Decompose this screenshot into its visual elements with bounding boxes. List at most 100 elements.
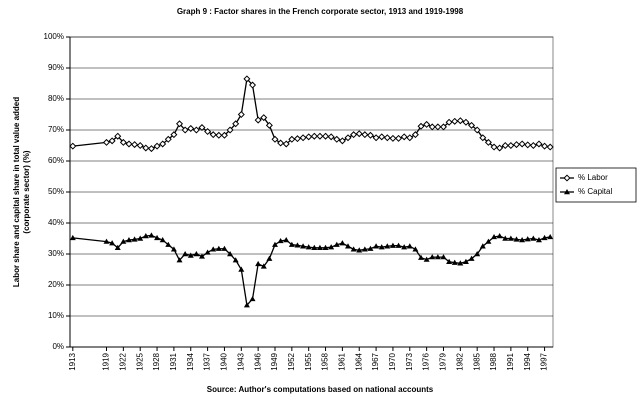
triangle-marker	[215, 245, 222, 251]
triangle-marker	[401, 244, 408, 250]
triangle-marker	[260, 263, 267, 269]
legend-label: % Labor	[578, 173, 608, 182]
triangle-marker	[519, 237, 526, 243]
triangle-marker	[210, 246, 217, 252]
triangle-marker	[530, 235, 537, 241]
diamond-marker	[378, 133, 386, 141]
diamond-marker	[383, 134, 391, 142]
triangle-marker	[462, 258, 469, 264]
diamond-marker	[406, 134, 414, 142]
y-tick-label: 70%	[48, 125, 64, 134]
diamond-marker	[322, 132, 330, 140]
diamond-marker	[462, 118, 470, 126]
triangle-marker	[300, 243, 307, 249]
triangle-marker	[418, 254, 425, 260]
diamond-marker	[136, 141, 144, 150]
triangle-marker	[148, 232, 155, 238]
x-tick-label: 1934	[186, 352, 195, 370]
triangle-marker	[69, 234, 76, 241]
triangle-marker	[468, 255, 475, 261]
diamond-marker	[451, 117, 459, 125]
triangle-marker	[249, 295, 256, 302]
triangle-marker	[373, 243, 380, 249]
triangle-marker	[283, 237, 290, 243]
triangle-marker	[137, 235, 144, 241]
x-tick-label: 1994	[523, 352, 532, 370]
triangle-marker	[502, 235, 509, 241]
triangle-marker	[294, 242, 301, 248]
y-axis-label: (corporate sector) (%)	[22, 150, 31, 233]
diamond-marker	[541, 142, 549, 150]
triangle-marker	[204, 249, 211, 255]
triangle-marker	[496, 233, 503, 239]
diamond-marker	[333, 135, 341, 143]
diamond-marker	[204, 128, 212, 136]
diamond-marker	[159, 140, 167, 148]
diamond-marker	[496, 144, 504, 152]
triangle-marker	[227, 251, 234, 257]
triangle-marker	[524, 236, 531, 242]
diamond-marker	[395, 134, 403, 142]
diamond-marker	[192, 126, 200, 134]
x-tick-label: 1991	[506, 352, 515, 370]
diamond-marker	[198, 124, 206, 132]
diamond-marker	[344, 134, 352, 142]
diamond-marker	[220, 131, 228, 139]
triangle-marker	[311, 244, 318, 250]
diamond-marker	[529, 141, 537, 150]
diamond-marker	[288, 135, 296, 143]
diamond-marker	[187, 124, 195, 132]
triangle-marker	[305, 244, 312, 250]
diamond-marker	[428, 123, 436, 131]
triangle-marker	[423, 256, 430, 262]
diamond-marker	[299, 134, 307, 142]
triangle-marker	[328, 244, 335, 250]
y-tick-label: 80%	[48, 94, 64, 103]
diamond-marker	[226, 126, 234, 134]
x-tick-label: 1925	[135, 352, 144, 370]
diamond-marker	[350, 131, 358, 139]
x-tick-label: 1973	[405, 352, 414, 370]
triangle-marker	[474, 251, 481, 257]
x-tick-label: 1976	[422, 352, 431, 370]
diamond-marker	[535, 140, 543, 148]
triangle-marker	[154, 234, 161, 241]
diamond-marker	[260, 114, 268, 122]
triangle-marker	[345, 243, 352, 249]
diamond-marker	[164, 135, 172, 143]
diamond-marker	[69, 142, 77, 150]
triangle-marker	[507, 235, 514, 241]
y-tick-label: 40%	[48, 218, 64, 227]
diamond-marker	[361, 131, 369, 139]
triangle-marker	[266, 255, 273, 261]
diamond-marker	[411, 131, 419, 139]
diamond-marker	[439, 123, 447, 131]
diamond-marker	[524, 141, 532, 149]
diamond-marker	[102, 138, 111, 146]
triangle-marker	[322, 244, 329, 250]
triangle-marker	[384, 243, 391, 249]
triangle-marker	[395, 242, 402, 248]
diamond-marker	[512, 141, 521, 149]
x-tick-label: 1949	[270, 352, 279, 370]
diamond-marker	[316, 132, 324, 140]
triangle-marker	[356, 247, 363, 253]
diamond-marker	[131, 141, 139, 149]
y-tick-label: 0%	[52, 342, 64, 351]
diamond-marker	[372, 134, 380, 142]
legend-box	[555, 167, 637, 203]
diamond-marker	[142, 144, 150, 152]
triangle-marker	[109, 240, 116, 246]
x-tick-label: 1943	[236, 352, 245, 370]
diamond-marker	[490, 143, 498, 151]
diamond-marker	[125, 140, 133, 148]
diamond-marker	[119, 138, 127, 146]
triangle-marker	[350, 246, 357, 252]
x-tick-label: 1946	[253, 352, 262, 370]
diamond-marker	[456, 117, 464, 125]
triangle-marker	[176, 257, 183, 263]
triangle-marker	[541, 234, 548, 241]
x-tick-label: 1997	[540, 352, 549, 370]
diamond-marker	[147, 145, 155, 153]
